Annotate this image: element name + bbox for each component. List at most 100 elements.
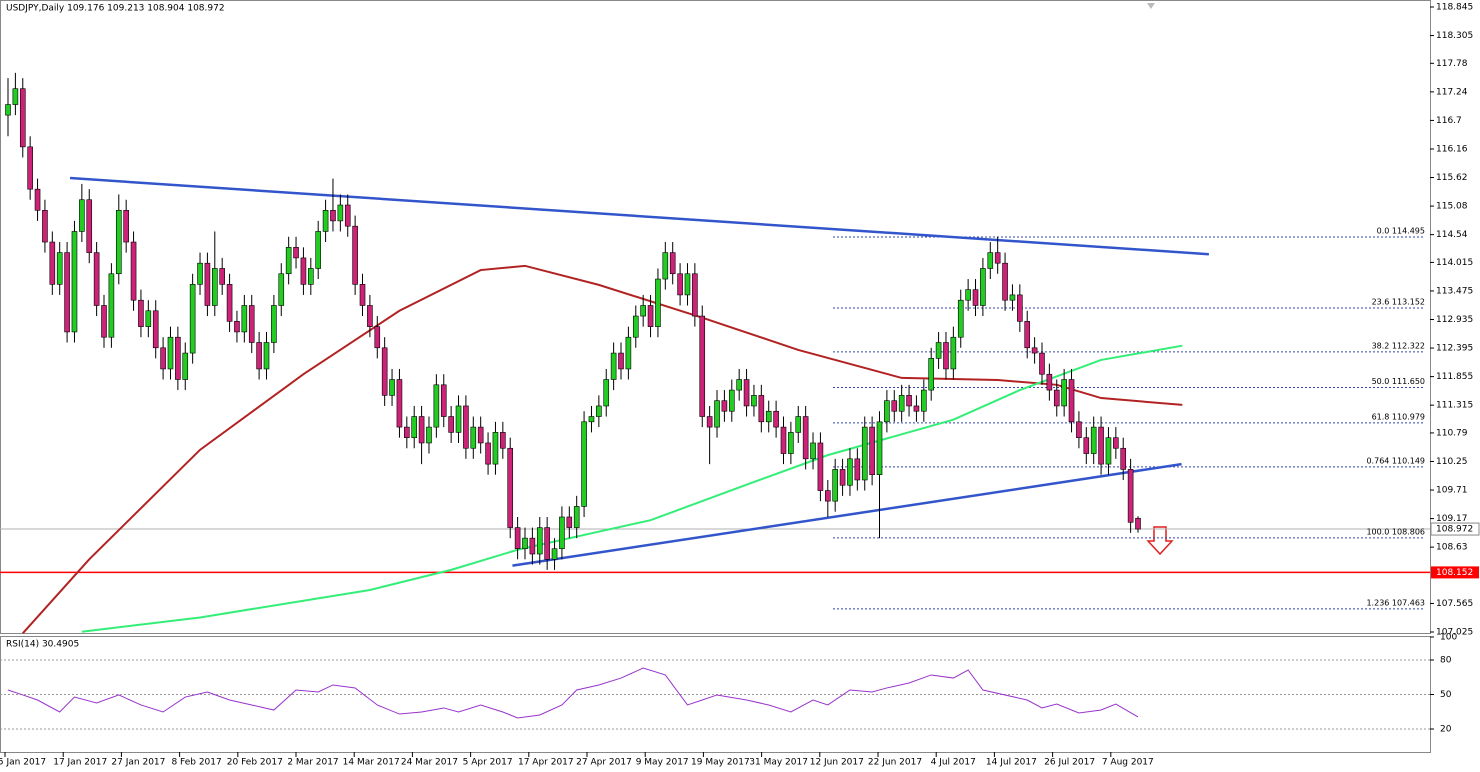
moving-average	[81, 344, 1183, 633]
candle-body	[632, 315, 639, 338]
candle-body	[832, 469, 838, 502]
candle-body	[1046, 373, 1053, 391]
candle-body	[455, 405, 462, 433]
candle-body	[706, 416, 713, 428]
fib-label: 23.6 113.152	[1372, 298, 1425, 307]
candle-body	[1076, 421, 1082, 438]
candle-body	[1083, 437, 1090, 454]
candle-body	[773, 410, 779, 428]
candle-body	[234, 321, 240, 333]
fib-label: 1.236 107.463	[1366, 598, 1425, 607]
fib-label: 0.764 110.149	[1366, 456, 1425, 465]
candle-body	[485, 442, 491, 465]
candle-body	[514, 527, 521, 550]
fib-label: 0.0 114.495	[1377, 227, 1425, 236]
candle-body	[1009, 294, 1016, 301]
candle-body	[241, 305, 248, 333]
y-tick-label: 113.475	[1436, 286, 1473, 296]
candle-body	[330, 210, 336, 222]
candle-body	[256, 342, 262, 370]
candle-body	[308, 268, 314, 285]
y-tick-label: 110.79	[1436, 428, 1468, 438]
candle-body	[64, 252, 70, 333]
candle-body	[581, 421, 587, 507]
candle-body	[263, 342, 270, 370]
candle-body	[795, 416, 802, 433]
candle-body	[736, 379, 742, 391]
candle-body	[101, 305, 107, 338]
candle-body	[884, 400, 890, 423]
candle-body	[921, 389, 927, 412]
candle-body	[175, 336, 181, 380]
candle-body	[152, 310, 159, 349]
candle-body	[1127, 469, 1134, 523]
x-tick-label: 17 Jan 2017	[53, 758, 107, 768]
candle-body	[677, 273, 683, 296]
candle-body	[1105, 437, 1112, 465]
candle-body	[130, 241, 137, 301]
y-tick-label: 116.16	[1436, 144, 1468, 154]
y-tick-label: 117.78	[1436, 59, 1468, 69]
y-tick-label: 114.015	[1436, 258, 1473, 268]
candle-body	[854, 458, 861, 481]
current-price-label: 108.972	[1436, 525, 1473, 535]
candle-body	[389, 379, 395, 396]
rsi-title: RSI(14) 30.4905	[6, 640, 79, 650]
candle-body	[418, 416, 425, 444]
x-tick-label: 5 Jan 2017	[0, 758, 46, 768]
candle-body	[906, 395, 912, 407]
fib-label: 38.2 112.322	[1372, 341, 1425, 350]
candle-body	[965, 289, 971, 301]
y-tick-label: 50	[1440, 690, 1452, 700]
candle-body	[898, 395, 905, 412]
candle-body	[160, 347, 166, 370]
candle-body	[182, 352, 189, 380]
trendline	[512, 462, 1182, 567]
trendline	[69, 176, 1209, 256]
candle-body	[928, 358, 935, 391]
candle-body	[802, 416, 809, 460]
candle-body	[714, 400, 720, 428]
x-tick-label: 12 Jun 2017	[810, 758, 864, 768]
candle-body	[359, 284, 366, 306]
fib-label: 61.8 110.979	[1372, 412, 1425, 421]
candle-body	[34, 188, 41, 211]
candle-body	[957, 299, 964, 338]
candle-body	[913, 405, 920, 412]
y-tick-label: 20	[1440, 725, 1452, 735]
candle-body	[411, 416, 418, 438]
x-tick-label: 4 Jul 2017	[931, 758, 976, 768]
x-tick-label: 20 Feb 2017	[227, 758, 283, 768]
candle-body	[204, 262, 211, 306]
candle-body	[692, 273, 698, 317]
candle-body	[1024, 321, 1031, 349]
x-tick-label: 2 Mar 2017	[287, 758, 338, 768]
candle-body	[551, 548, 558, 560]
candle-body	[189, 284, 196, 354]
y-tick-label: 118.305	[1436, 31, 1473, 41]
y-tick-label: 111.315	[1436, 401, 1473, 411]
candle-body	[684, 273, 691, 296]
candle-body	[536, 527, 543, 555]
candle-body	[980, 268, 986, 306]
candle-body	[145, 310, 152, 327]
candle-body	[219, 268, 225, 285]
x-tick-label: 17 Apr 2017	[518, 758, 574, 768]
candle-body	[211, 268, 218, 306]
y-tick-label: 114.54	[1436, 230, 1468, 240]
candle-body	[86, 199, 93, 253]
x-tick-label: 31 May 2017	[749, 758, 808, 768]
fib-label: 100.0 108.806	[1366, 527, 1425, 536]
support-box	[1431, 566, 1479, 579]
candle-body	[647, 305, 654, 327]
y-tick-label: 107.025	[1436, 628, 1473, 638]
candle-body	[507, 447, 514, 528]
candle-body	[470, 426, 477, 449]
candle-body	[396, 379, 403, 428]
x-tick-label: 22 Jun 2017	[868, 758, 922, 768]
candle-body	[5, 104, 11, 116]
candle-body	[721, 400, 728, 412]
y-tick-label: 109.17	[1436, 514, 1468, 524]
header: USDJPY,Daily 109.176 109.213 108.904 108…	[6, 4, 225, 14]
candle-body	[943, 342, 949, 370]
